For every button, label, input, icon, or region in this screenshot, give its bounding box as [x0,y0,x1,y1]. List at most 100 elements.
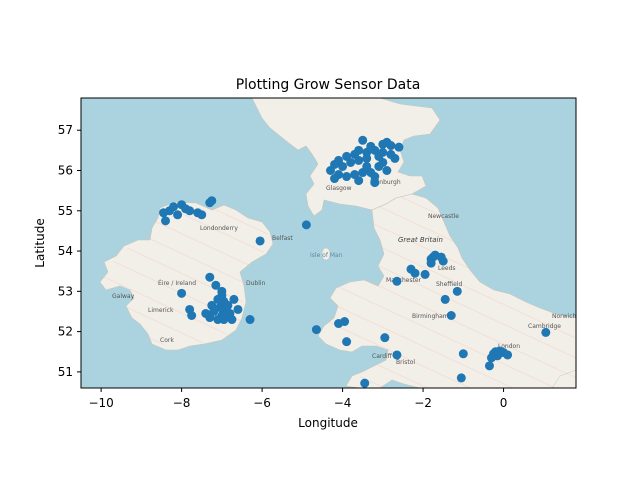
data-point [354,155,364,165]
data-point [360,378,370,388]
y-tick-label: 53 [58,284,73,298]
data-point [346,157,356,167]
plot-area: Great Britain Isle of Man Éire / Ireland… [80,97,577,389]
data-point [229,294,239,304]
data-point [217,290,227,300]
data-point [338,161,348,171]
data-point [342,172,352,182]
data-point [370,178,380,188]
data-point [245,315,255,325]
map-label: Belfast [272,235,293,242]
x-tick-label: −2 [414,396,432,410]
map-label: Norwich [552,313,576,320]
data-point [390,153,400,163]
map-label: Londonderry [200,225,238,232]
data-point [358,135,368,145]
data-point [311,325,321,335]
data-point [219,315,229,325]
data-point [380,333,390,343]
map-label: Leeds [438,265,456,272]
x-tick-label: −10 [88,396,113,410]
data-point [227,315,237,325]
map-label: London [498,343,520,350]
map-label: Galway [112,293,135,300]
data-point [326,166,336,175]
y-tick-label: 52 [58,325,73,339]
data-point [458,349,468,359]
data-point [342,337,352,347]
map-label: Cardiff [372,353,393,360]
x-tick-label: 0 [500,396,508,410]
data-point [340,317,350,327]
map-label: Cambridge [528,323,561,330]
data-point [169,202,179,212]
data-point [484,361,494,371]
data-point [378,157,388,167]
data-point [211,280,221,290]
map-label: Dublin [246,280,266,287]
map-label: Newcastle [428,213,459,220]
y-tick-label: 51 [58,365,73,379]
data-point [330,174,340,184]
data-point [233,304,243,314]
data-point [255,236,265,246]
chart-title: Plotting Grow Sensor Data [236,77,421,93]
map-label: Edinburgh [370,179,401,186]
data-point [187,311,197,320]
data-point [161,216,171,226]
data-point [362,153,372,163]
map-label: Limerick [148,307,174,314]
data-point [207,300,217,310]
data-point [493,351,503,361]
data-point [159,208,168,218]
data-point [436,252,446,262]
data-point [503,350,513,360]
map-label: Glasgow [326,185,352,192]
data-point [386,141,396,151]
y-axis: 51 52 53 54 55 56 57 [58,123,81,379]
data-point [420,269,430,279]
x-axis: −10 −8 −6 −4 −2 0 [88,388,507,410]
x-axis-label: Longitude [298,416,358,430]
map-label: Éire / Ireland [158,279,196,287]
data-point [354,176,364,186]
data-point [541,327,551,337]
basemap: Great Britain Isle of Man Éire / Ireland… [81,98,576,388]
data-point [440,294,450,304]
data-point [452,286,462,296]
data-point [301,220,311,230]
land-isle-of-man [321,247,331,261]
map-label: Cork [160,337,174,344]
y-tick-label: 56 [58,164,73,178]
data-point [366,143,376,153]
y-tick-label: 57 [58,123,73,137]
map-labels: Great Britain Isle of Man Éire / Ireland… [112,179,576,366]
plot-frame [80,97,577,389]
x-tick-label: −6 [253,396,271,410]
map-label: Manchester [386,277,422,284]
data-point [382,166,392,175]
data-point [185,206,195,216]
data-point [446,311,456,320]
data-point [394,142,404,152]
y-tick-label: 54 [58,244,73,258]
data-point [456,373,466,383]
data-point [223,300,233,310]
map-label: Isle of Man [310,252,343,259]
data-point [410,268,420,278]
scatter-points [159,135,551,388]
data-point [362,161,372,171]
x-tick-label: −8 [173,396,191,410]
data-point [197,210,207,220]
x-tick-label: −4 [334,396,352,410]
map-label: Great Britain [398,236,443,244]
y-tick-label: 55 [58,204,73,218]
data-point [207,196,217,206]
data-point [392,276,402,286]
map-label: Sheffield [436,281,462,288]
data-point [201,308,211,318]
map-label: Bristol [396,359,415,366]
data-point [205,272,215,282]
data-point [177,288,187,298]
